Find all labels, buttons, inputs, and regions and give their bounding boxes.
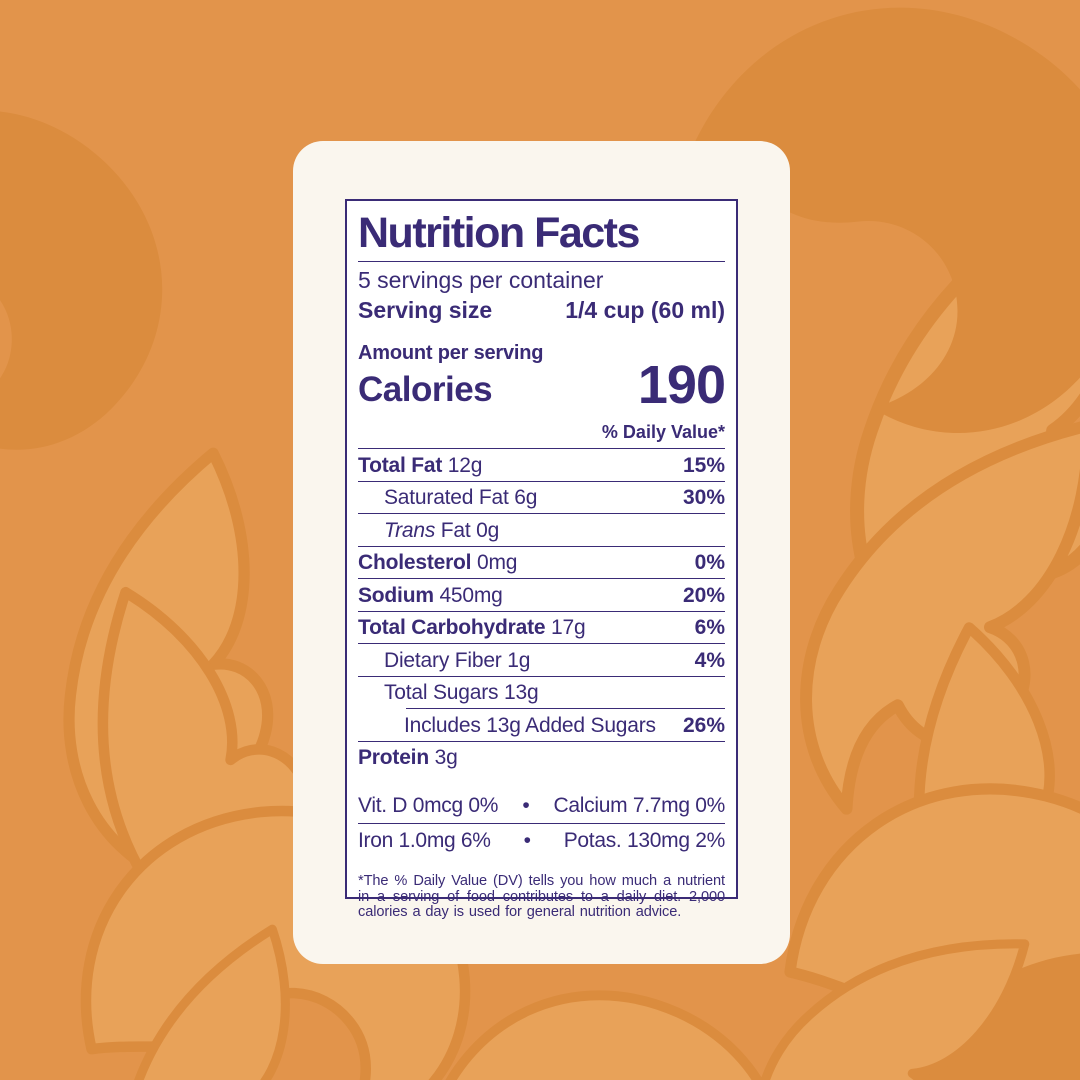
micronutrient-left: Iron 1.0mg 6% — [358, 829, 491, 853]
nutrient-row-total-carbohydrate: Total Carbohydrate 17g 6% — [358, 612, 725, 644]
nutrient-name: Dietary Fiber — [384, 648, 502, 672]
nutrient-dv: 4% — [694, 648, 725, 672]
calories-value: 190 — [637, 354, 726, 415]
row-divider — [358, 578, 725, 580]
nutrient-amount: 450mg — [439, 583, 503, 607]
servings-per-container: 5 servings per container — [358, 267, 604, 294]
nutrient-row-total-sugars: Total Sugars 13g — [358, 677, 725, 709]
nutrient-amount: 3g — [434, 746, 458, 770]
micronutrient-right: Potas. 130mg 2% — [563, 829, 726, 853]
nutrient-amount: 13g — [503, 681, 539, 705]
serving-size-label: Serving size — [358, 296, 493, 323]
micronutrient-right: Calcium 7.7mg 0% — [553, 793, 726, 817]
calories-label: Calories — [358, 369, 493, 409]
nutrient-row-cholesterol: Cholesterol 0mg 0% — [358, 547, 725, 579]
daily-value-header: % Daily Value* — [601, 422, 725, 443]
nutrient-amount: 6g — [514, 486, 538, 510]
nutrient-name: Total Carbohydrate — [358, 616, 546, 640]
nutrient-row-total-fat: Total Fat 12g 15% — [358, 449, 725, 481]
nutrient-name: Trans — [384, 518, 436, 542]
nutrition-facts-label: Nutrition Facts 5 servings per container… — [345, 199, 738, 919]
nutrient-dv: 15% — [682, 453, 725, 477]
nutrient-amount: 1g — [507, 648, 531, 672]
nutrient-row-trans-fat: Trans Fat 0g — [358, 514, 725, 546]
row-divider — [358, 643, 725, 645]
nutrient-name: Cholesterol — [358, 551, 472, 575]
serving-size-row: Serving size 1/4 cup (60 ml) — [358, 297, 725, 326]
nutrient-amount: 12g — [447, 453, 483, 477]
nutrient-dv: 6% — [694, 616, 725, 640]
daily-value-footnote: *The % Daily Value (DV) tells you how mu… — [358, 873, 725, 920]
micronutrient-row-1: Vit. D 0mcg 0% • Calcium 7.7mg 0% — [358, 788, 725, 823]
serving-size-value: 1/4 cup (60 ml) — [565, 296, 725, 323]
amount-per-serving: Amount per serving — [358, 341, 544, 364]
nutrient-name: Includes 13g Added Sugars — [404, 713, 656, 737]
nutrient-name: Saturated Fat — [384, 486, 509, 510]
row-divider — [358, 545, 725, 547]
micronutrient-left: Vit. D 0mcg 0% — [358, 793, 499, 817]
nutrient-name: Total Fat — [358, 453, 443, 477]
row-divider — [358, 513, 725, 515]
bullet-separator: • — [523, 829, 531, 853]
nutrient-row-added-sugars: Includes 13g Added Sugars 26% — [358, 709, 725, 741]
label-title: Nutrition Facts — [358, 209, 640, 257]
row-divider — [358, 740, 725, 742]
nutrient-row-saturated-fat: Saturated Fat 6g 30% — [358, 482, 725, 514]
row-divider — [358, 675, 725, 677]
row-divider — [358, 480, 725, 482]
nutrient-name: Sodium — [358, 583, 434, 607]
nutrient-dv: 26% — [682, 713, 725, 737]
label-card: Nutrition Facts 5 servings per container… — [293, 141, 790, 964]
nutrient-name: Protein — [358, 746, 429, 770]
row-divider-indented — [406, 708, 725, 710]
row-divider — [358, 610, 725, 612]
nutrient-row-dietary-fiber: Dietary Fiber 1g 4% — [358, 644, 725, 676]
nutrient-amount: Fat 0g — [440, 518, 500, 542]
nutrient-dv: 30% — [682, 486, 725, 510]
row-divider — [358, 448, 725, 450]
nutrient-row-protein: Protein 3g — [358, 742, 725, 774]
micronutrient-row-2: Iron 1.0mg 6% • Potas. 130mg 2% — [358, 824, 725, 859]
nutrient-amount: 17g — [551, 616, 586, 640]
calories-row: Calories 190 — [358, 354, 726, 415]
nutrient-row-sodium: Sodium 450mg 20% — [358, 579, 725, 611]
nutrient-dv: 0% — [694, 551, 725, 575]
bullet-separator: • — [522, 793, 530, 817]
nutrient-amount: 0mg — [476, 551, 518, 575]
title-divider — [358, 261, 725, 263]
nutrient-name: Total Sugars — [384, 681, 499, 705]
row-divider — [358, 822, 725, 824]
nutrient-dv: 20% — [682, 583, 725, 607]
